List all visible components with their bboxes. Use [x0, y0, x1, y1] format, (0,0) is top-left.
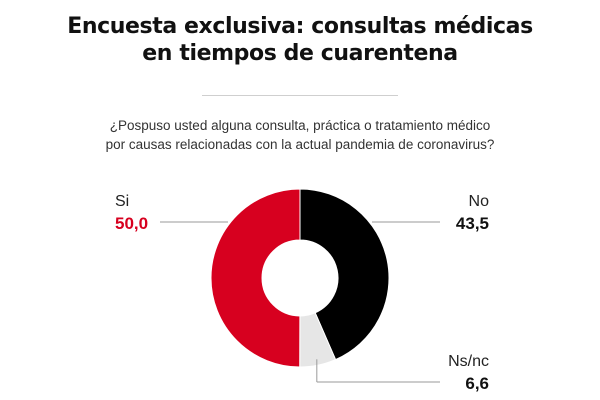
value-si: 50,0 [115, 214, 149, 233]
slice-no [299, 188, 390, 361]
leader-lines [160, 221, 440, 383]
survey-question-line-1: ¿Pospuso usted alguna consulta, práctica… [109, 118, 491, 133]
chart-title-line-2: en tiempos de cuarentena [142, 41, 458, 66]
value-no: 43,5 [455, 214, 489, 233]
survey-question: ¿Pospuso usted alguna consulta, práctica… [0, 116, 600, 154]
slice-si [210, 188, 301, 368]
label-ns-nc: Ns/nc [448, 353, 489, 370]
label-no: No [468, 193, 489, 210]
title-divider [202, 95, 398, 96]
donut-slices [210, 188, 390, 368]
label-si: Si [115, 193, 130, 210]
chart-title-line-1: Encuesta exclusiva: consultas médicas [67, 14, 533, 39]
value-ns-nc: 6,6 [465, 374, 489, 393]
survey-question-line-2: por causas relacionadas con la actual pa… [105, 137, 495, 152]
chart-title: Encuesta exclusiva: consultas médicas en… [0, 13, 600, 67]
